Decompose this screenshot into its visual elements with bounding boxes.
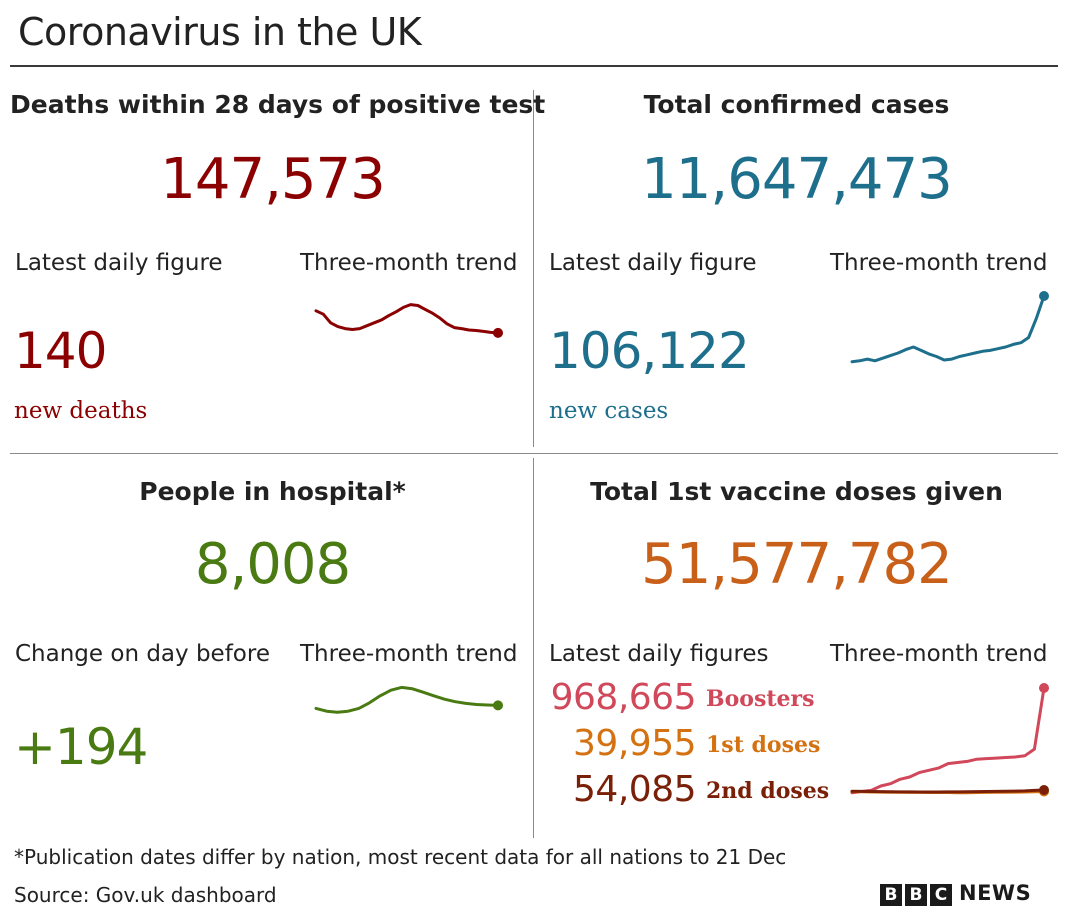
bbc-logo-letter: B (905, 884, 927, 906)
cases-trend-line (850, 294, 1046, 364)
cases-latest-label: Latest daily figure (549, 250, 757, 276)
cases-daily-value: 106,122 (549, 322, 750, 380)
cases-daily-unit: new cases (549, 398, 669, 424)
cases-trend-label: Three-month trend (830, 250, 1048, 276)
cases-trend-chart (850, 291, 1049, 364)
deaths-total: 147,573 (160, 147, 386, 212)
hospital-heading: People in hospital* (139, 477, 406, 506)
hospital-trend-chart (314, 685, 503, 714)
vaccine-total: 51,577,782 (641, 532, 953, 597)
deaths-trend-label: Three-month trend (300, 250, 518, 276)
vaccine-latest-label: Latest daily figures (549, 641, 769, 667)
vaccine-heading: Total 1st vaccine doses given (590, 477, 1003, 506)
first-doses-value: 39,955 (573, 723, 696, 764)
source: Source: Gov.uk dashboard (14, 883, 277, 907)
page-title: Coronavirus in the UK (18, 10, 422, 54)
vertical-divider-bottom (533, 458, 534, 838)
boosters-trend-line (850, 686, 1046, 795)
deaths-trend-line (314, 303, 500, 335)
deaths-trend-end-point (493, 327, 503, 338)
deaths-daily-unit: new deaths (14, 398, 148, 424)
second-doses-trend-line (850, 788, 1046, 794)
bbc-logo-news: NEWS (959, 881, 1032, 905)
deaths-trend-chart (314, 303, 503, 338)
deaths-daily-value: 140 (14, 322, 107, 380)
boosters-trend-end-point (1039, 683, 1049, 693)
bbc-news-logo: B B C NEWS (880, 881, 1031, 906)
title-divider (10, 65, 1058, 67)
hospital-trend-end-point (493, 700, 503, 711)
first-doses-label: 1st doses (706, 732, 821, 758)
boosters-label: Boosters (706, 686, 815, 712)
cases-heading: Total confirmed cases (643, 90, 950, 119)
cases-total: 11,647,473 (641, 147, 953, 212)
hospital-trend-label: Three-month trend (300, 641, 518, 667)
boosters-value: 968,665 (550, 677, 697, 718)
hospital-total: 8,008 (194, 532, 351, 597)
vaccine-trend-label: Three-month trend (830, 641, 1048, 667)
second-doses-value: 54,085 (573, 769, 696, 810)
deaths-heading: Deaths within 28 days of positive test (10, 90, 546, 119)
bbc-logo-letter: C (930, 884, 952, 906)
hospital-daily-value: +194 (14, 718, 148, 776)
bbc-logo-letter: B (880, 884, 902, 906)
second-doses-trend-end-point (1039, 785, 1049, 795)
second-doses-label: 2nd doses (706, 778, 830, 804)
vertical-divider-top (533, 90, 534, 447)
hospital-trend-line (314, 685, 500, 714)
cases-trend-end-point (1039, 291, 1049, 301)
footnote: *Publication dates differ by nation, mos… (14, 845, 787, 869)
hospital-latest-label: Change on day before (15, 641, 270, 667)
deaths-latest-label: Latest daily figure (15, 250, 223, 276)
vaccine-trend-chart (850, 683, 1049, 797)
horizontal-divider (10, 453, 1058, 454)
